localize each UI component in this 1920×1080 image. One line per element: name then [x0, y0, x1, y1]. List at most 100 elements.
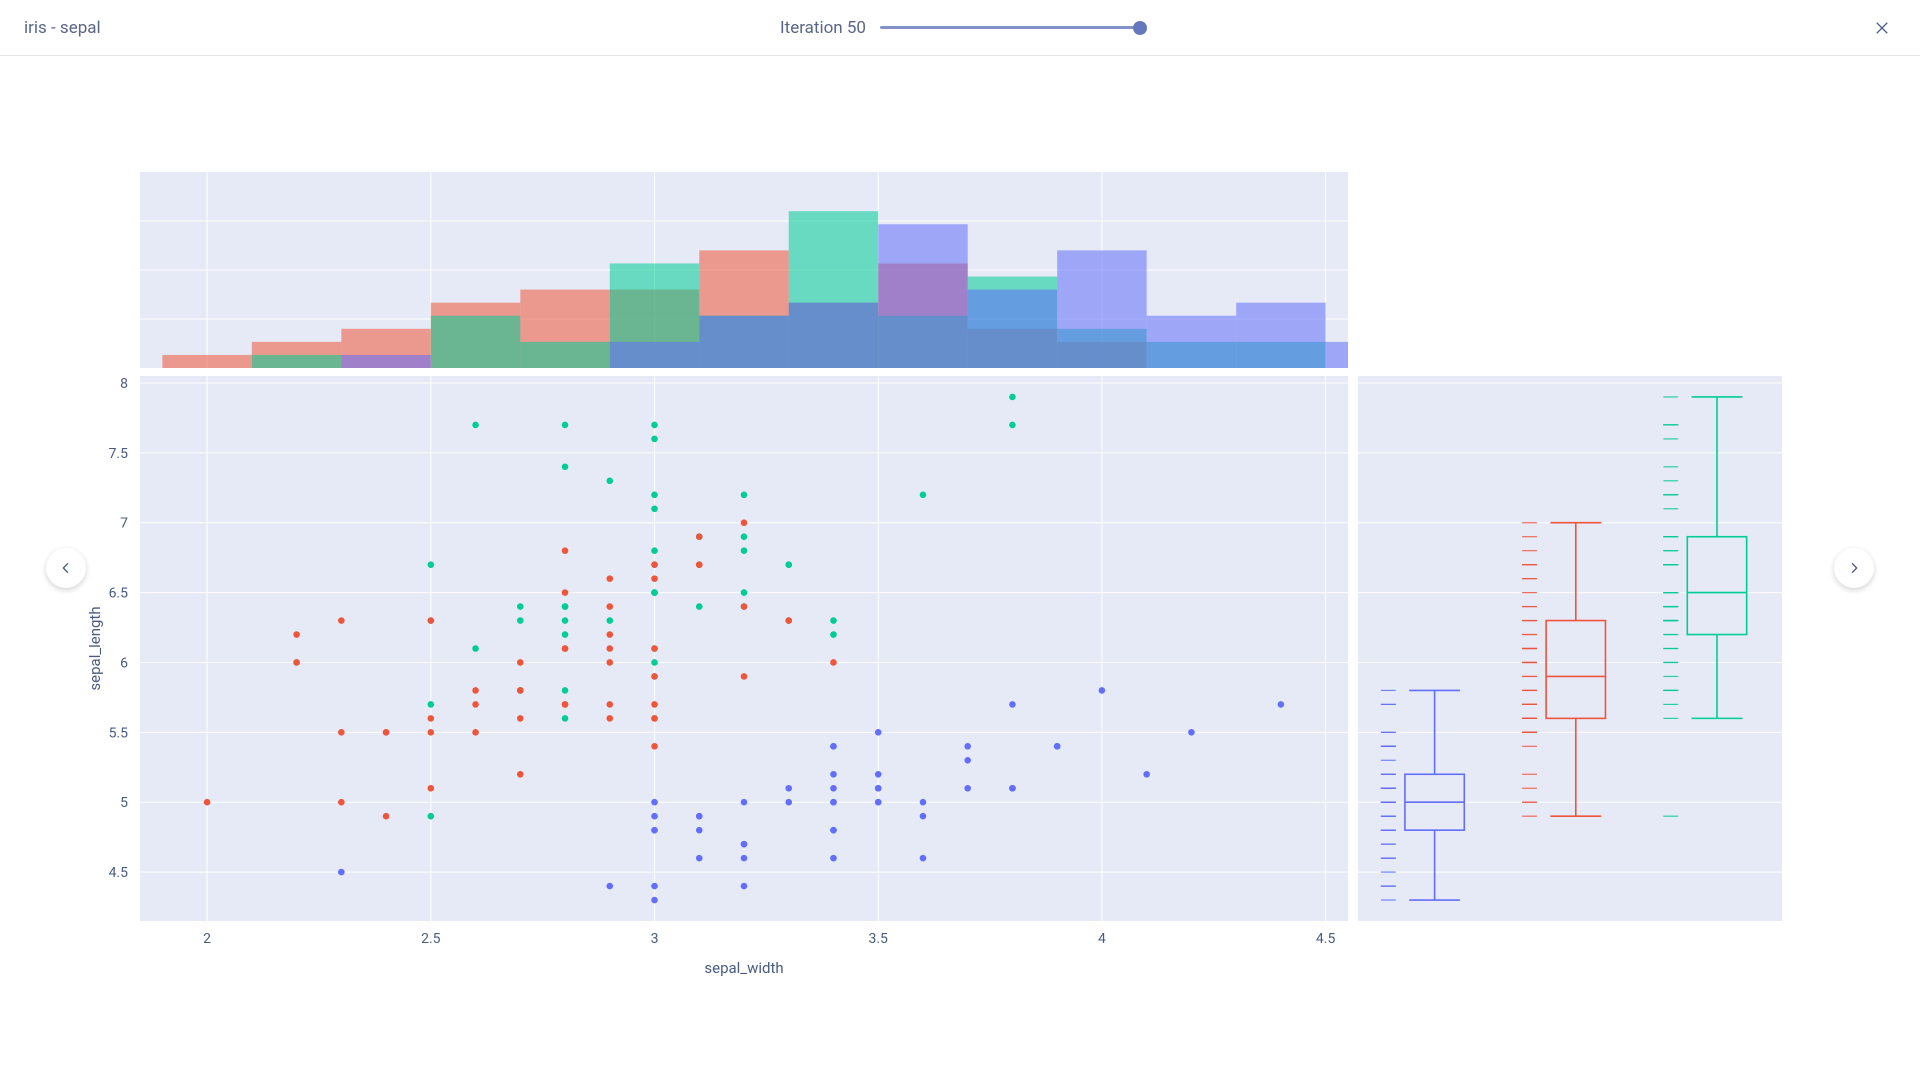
- hist-bar: [610, 342, 699, 368]
- scatter-point: [517, 617, 524, 624]
- scatter-point: [651, 743, 658, 750]
- scatter-point: [830, 659, 837, 666]
- scatter-point: [1188, 729, 1195, 736]
- scatter-point: [517, 687, 524, 694]
- hist-bar: [1326, 342, 1348, 368]
- svg-text:3.5: 3.5: [869, 931, 889, 947]
- scatter-point: [338, 799, 345, 806]
- scatter-point: [875, 799, 882, 806]
- hist-bar: [520, 342, 609, 368]
- scatter-point: [562, 617, 569, 624]
- scatter-point: [920, 855, 927, 862]
- slider-track: [880, 26, 1140, 29]
- scatter-point: [1009, 785, 1016, 792]
- scatter-point: [741, 799, 748, 806]
- scatter-point: [204, 799, 211, 806]
- scatter-point: [741, 603, 748, 610]
- scatter-point: [606, 575, 613, 582]
- svg-text:8: 8: [120, 376, 128, 392]
- scatter-point: [606, 715, 613, 722]
- scatter-point: [472, 645, 479, 652]
- scatter-point: [785, 617, 792, 624]
- scatter-point: [651, 659, 658, 666]
- hist-bar: [789, 303, 878, 368]
- scatter-point: [1009, 394, 1016, 401]
- scatter-point: [562, 422, 569, 429]
- scatter-point: [830, 799, 837, 806]
- scatter-point: [741, 855, 748, 862]
- scatter-point: [428, 729, 435, 736]
- scatter-point: [651, 422, 658, 429]
- scatter-point: [920, 799, 927, 806]
- scatter-point: [1009, 701, 1016, 708]
- scatter-point: [741, 519, 748, 526]
- scatter-point: [920, 491, 927, 498]
- scatter-point: [1009, 422, 1016, 429]
- svg-text:2: 2: [203, 931, 211, 947]
- scatter-point: [964, 757, 971, 764]
- svg-text:7: 7: [120, 516, 128, 532]
- scatter-point: [830, 771, 837, 778]
- hist-bar: [968, 290, 1057, 368]
- scatter-point: [606, 701, 613, 708]
- page-title: iris - sepal: [24, 18, 101, 38]
- svg-text:7.5: 7.5: [109, 446, 129, 462]
- hist-bar: [1147, 316, 1236, 368]
- scatter-point: [830, 785, 837, 792]
- scatter-point: [651, 547, 658, 554]
- prev-button[interactable]: [46, 548, 86, 588]
- histogram-panel: [140, 172, 1348, 368]
- scatter-point: [785, 785, 792, 792]
- scatter-point: [517, 659, 524, 666]
- scatter-point: [517, 603, 524, 610]
- scatter-point: [741, 883, 748, 890]
- slider-thumb[interactable]: [1133, 21, 1147, 35]
- scatter-point: [606, 659, 613, 666]
- iteration-slider[interactable]: [880, 18, 1140, 38]
- scatter-point: [920, 813, 927, 820]
- svg-text:6.5: 6.5: [109, 586, 129, 602]
- scatter-point: [651, 645, 658, 652]
- hist-bar: [431, 316, 520, 368]
- scatter-point: [562, 547, 569, 554]
- scatter-point: [517, 771, 524, 778]
- scatter-point: [785, 799, 792, 806]
- svg-text:6: 6: [120, 655, 128, 671]
- svg-text:4.5: 4.5: [1316, 931, 1336, 947]
- scatter-point: [651, 589, 658, 596]
- scatter-point: [562, 603, 569, 610]
- scatter-point: [428, 701, 435, 708]
- scatter-point: [785, 561, 792, 568]
- hist-bar: [878, 224, 967, 368]
- svg-text:4: 4: [1098, 931, 1106, 947]
- scatter-point: [651, 813, 658, 820]
- scatter-point: [383, 813, 390, 820]
- scatter-point: [696, 561, 703, 568]
- scatter-point: [606, 478, 613, 485]
- scatter-panel: 22.533.544.54.555.566.577.58sepal_widths…: [88, 372, 1352, 993]
- scatter-point: [696, 855, 703, 862]
- scatter-point: [293, 659, 300, 666]
- scatter-point: [830, 855, 837, 862]
- hist-bar: [252, 355, 341, 368]
- scatter-point: [696, 827, 703, 834]
- scatter-point: [428, 715, 435, 722]
- close-button[interactable]: [1864, 10, 1900, 46]
- next-button[interactable]: [1834, 548, 1874, 588]
- scatter-point: [651, 897, 658, 904]
- scatter-point: [651, 883, 658, 890]
- scatter-point: [428, 561, 435, 568]
- scatter-point: [830, 617, 837, 624]
- scatter-point: [651, 715, 658, 722]
- scatter-point: [1054, 743, 1061, 750]
- svg-text:sepal_width: sepal_width: [704, 959, 783, 977]
- svg-text:3: 3: [651, 931, 659, 947]
- scatter-point: [472, 701, 479, 708]
- scatter-point: [562, 687, 569, 694]
- hist-bar: [1236, 303, 1325, 368]
- hist-bar: [1057, 250, 1146, 368]
- scatter-point: [651, 505, 658, 512]
- scatter-point: [696, 533, 703, 540]
- chart-area: 22.533.544.54.555.566.577.58sepal_widths…: [0, 56, 1920, 1080]
- chevron-left-icon: [58, 560, 74, 576]
